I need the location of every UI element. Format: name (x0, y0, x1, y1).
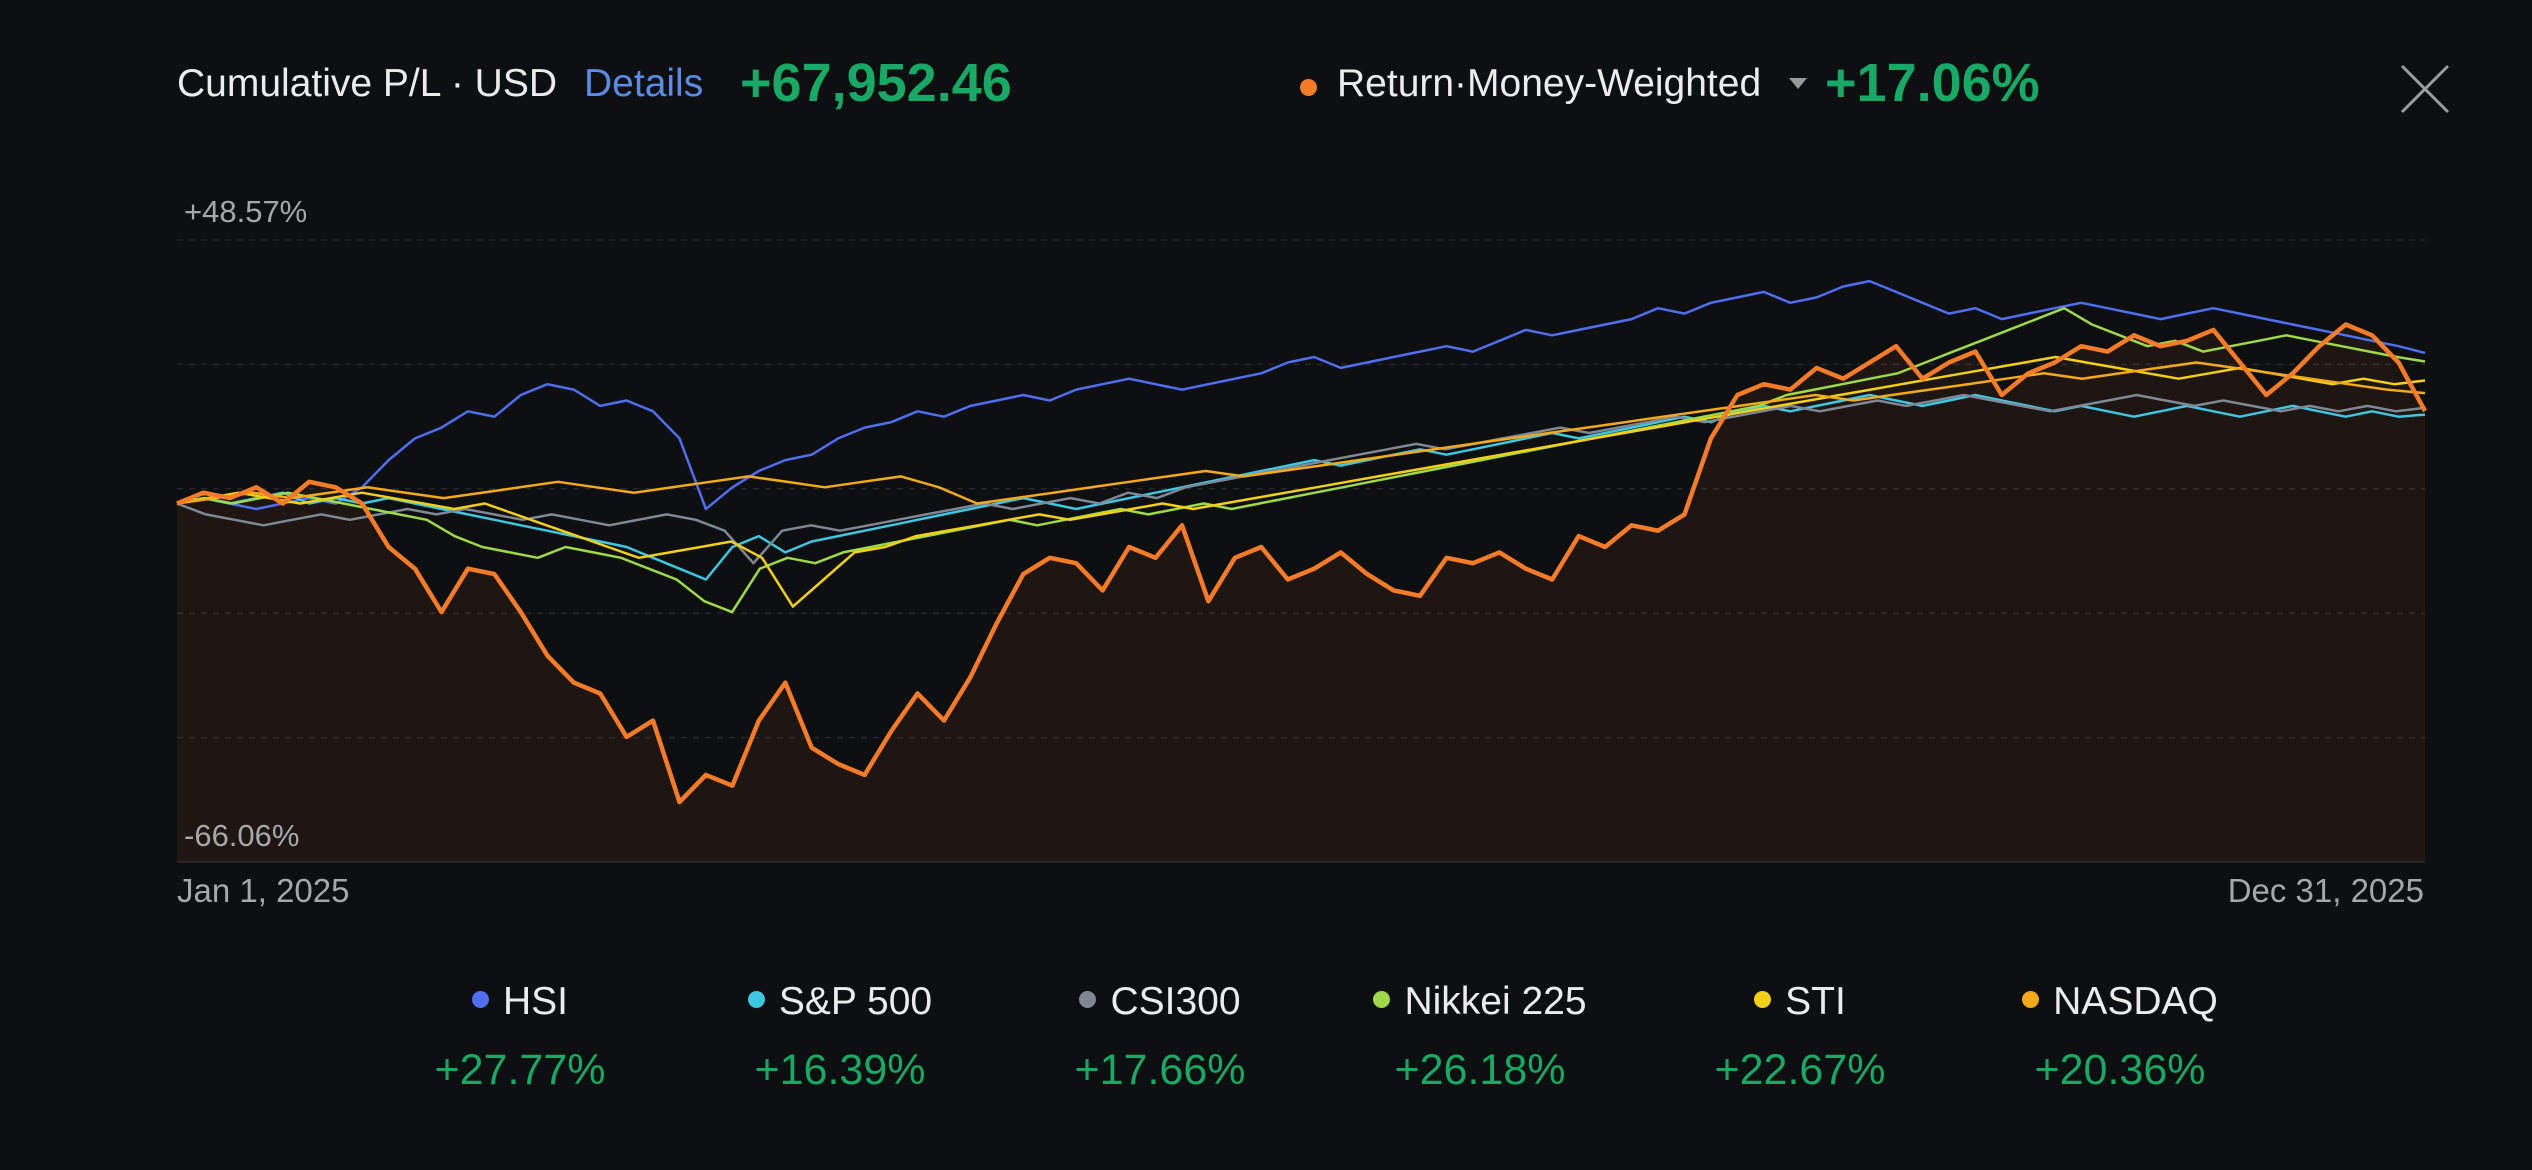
y-tick-min: -66.06% (184, 818, 300, 853)
legend-value: +20.36% (2034, 1046, 2206, 1094)
chart-legend: HSI +27.77% S&P 500 +16.39% CSI300 +17.6… (370, 980, 2218, 1110)
legend-label: STI (1785, 980, 1846, 1023)
return-chart (176, 239, 2427, 863)
legend-item-nikkei225[interactable]: Nikkei 225 +26.18% (1330, 980, 1630, 1095)
return-dot-icon (1300, 79, 1317, 96)
x-tick-start: Jan 1, 2025 (177, 872, 350, 909)
legend-dot-icon (1373, 991, 1391, 1009)
series-line-hsi (176, 279, 2426, 511)
legend-item-hsi[interactable]: HSI +27.77% (370, 980, 670, 1095)
details-link[interactable]: Details (584, 62, 704, 105)
x-tick-end: Dec 31, 2025 (2227, 872, 2424, 909)
legend-dot-icon (747, 991, 765, 1009)
legend-label: NASDAQ (2053, 980, 2218, 1023)
series-line-csi300 (176, 393, 2426, 565)
series-line-sti (176, 355, 2426, 608)
legend-dot-icon (1754, 991, 1772, 1009)
close-button[interactable] (2398, 62, 2452, 116)
chart-series (176, 279, 2427, 862)
legend-value: +27.77% (434, 1046, 606, 1094)
legend-label: S&P 500 (778, 980, 933, 1023)
legend-dot-icon (471, 991, 489, 1009)
legend-value: +17.66% (1074, 1046, 1246, 1094)
legend-dot-icon (1079, 991, 1097, 1009)
legend-value: +16.39% (754, 1046, 926, 1094)
y-tick-max: +48.57% (184, 194, 308, 229)
pl-value: +67,952.46 (740, 53, 1012, 113)
legend-label: CSI300 (1110, 980, 1241, 1023)
legend-item-nasdaq[interactable]: NASDAQ +20.36% (1970, 980, 2270, 1095)
close-icon[interactable] (2398, 62, 2452, 116)
series-line-return-money-weighted (176, 322, 2427, 805)
legend-dot-icon (2022, 991, 2040, 1009)
chart-header: Cumulative P/L · USD Details +67,952.46 … (177, 53, 2477, 118)
caret-down-icon[interactable] (1789, 78, 1807, 89)
legend-item-sti[interactable]: STI +22.67% (1650, 980, 1950, 1095)
legend-value: +22.67% (1714, 1046, 1886, 1094)
legend-label: HSI (502, 980, 568, 1023)
series-line-nasdaq (176, 361, 2426, 505)
return-type-selector[interactable]: Return·Money-Weighted (1337, 62, 1762, 105)
legend-label: Nikkei 225 (1404, 980, 1587, 1023)
legend-value: +26.18% (1394, 1046, 1566, 1094)
series-area-return-money-weighted (177, 324, 2425, 862)
return-value: +17.06% (1825, 53, 2040, 113)
pl-title: Cumulative P/L · USD (177, 62, 558, 105)
legend-item-csi300[interactable]: CSI300 +17.66% (1010, 980, 1310, 1095)
series-line-nikkei-225 (176, 306, 2426, 614)
legend-item-sp500[interactable]: S&P 500 +16.39% (690, 980, 990, 1095)
